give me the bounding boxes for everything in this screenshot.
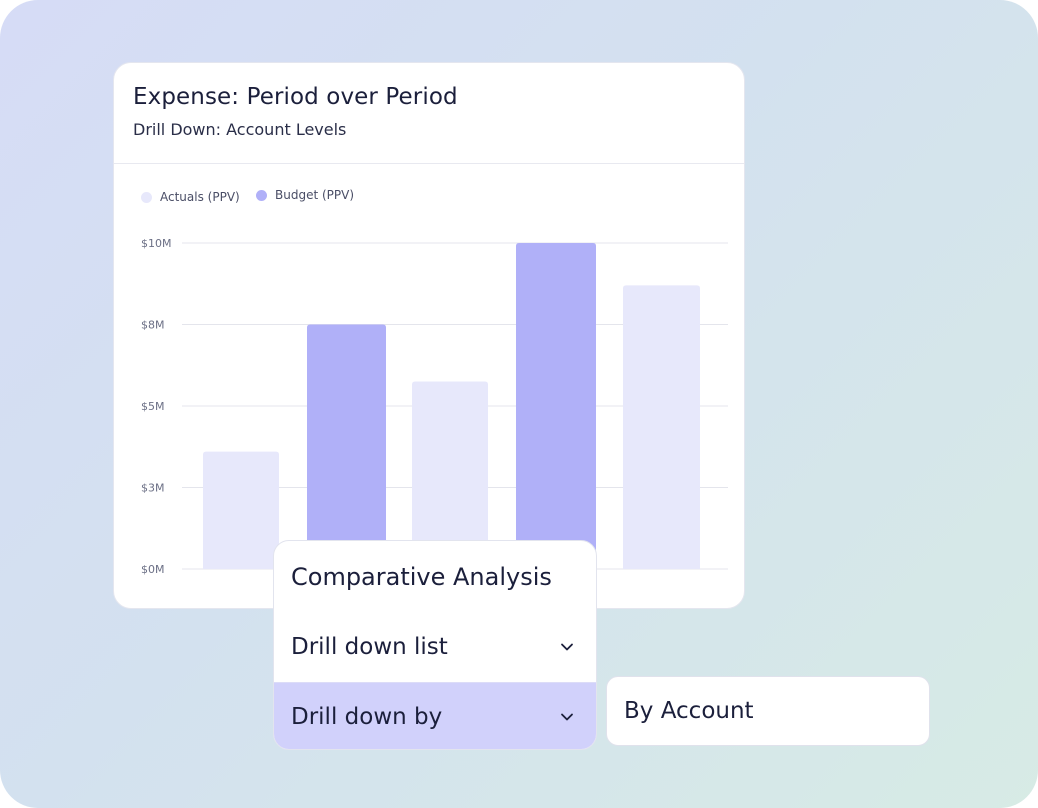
y-tick-label: $0M (141, 563, 165, 576)
legend-label-budget: Budget (PPV) (275, 188, 355, 202)
y-tick-label: $8M (141, 319, 165, 332)
drill-down-by-label: Drill down by (291, 703, 443, 730)
comparative-analysis-menu: Comparative Analysis Drill down list Dri… (273, 540, 597, 750)
drill-down-list-label: Drill down list (291, 634, 448, 660)
drill-down-list-dropdown[interactable]: Drill down list (274, 613, 596, 681)
chart-title: Expense: Period over Period (133, 84, 458, 110)
card-divider (114, 163, 744, 164)
legend-item-budget: Budget (PPV) (256, 188, 354, 202)
expense-chart-card: Expense: Period over Period Drill Down: … (113, 62, 745, 609)
bar-3 (412, 381, 488, 569)
y-tick-label: $3M (141, 482, 165, 495)
by-account-option[interactable]: By Account (606, 676, 930, 746)
bar-1 (203, 451, 279, 569)
chart-subtitle: Drill Down: Account Levels (133, 120, 347, 139)
chevron-down-icon (561, 643, 573, 651)
bar-chart: $0M $3M $5M $8M $10M (141, 237, 728, 576)
bar-2 (307, 324, 386, 569)
legend-swatch-budget (256, 189, 267, 201)
menu-heading: Comparative Analysis (291, 563, 552, 591)
bar-4 (516, 243, 596, 569)
y-tick-label: $10M (141, 237, 172, 250)
drill-down-by-dropdown[interactable]: Drill down by (274, 682, 596, 749)
chevron-down-icon (561, 713, 573, 720)
legend-swatch-actuals (141, 191, 152, 203)
legend-item-actuals: Actuals (PPV) (141, 190, 240, 204)
bar-5 (623, 285, 700, 569)
y-tick-label: $5M (141, 400, 165, 413)
legend-label-actuals: Actuals (PPV) (160, 190, 240, 204)
by-account-label: By Account (624, 698, 754, 724)
